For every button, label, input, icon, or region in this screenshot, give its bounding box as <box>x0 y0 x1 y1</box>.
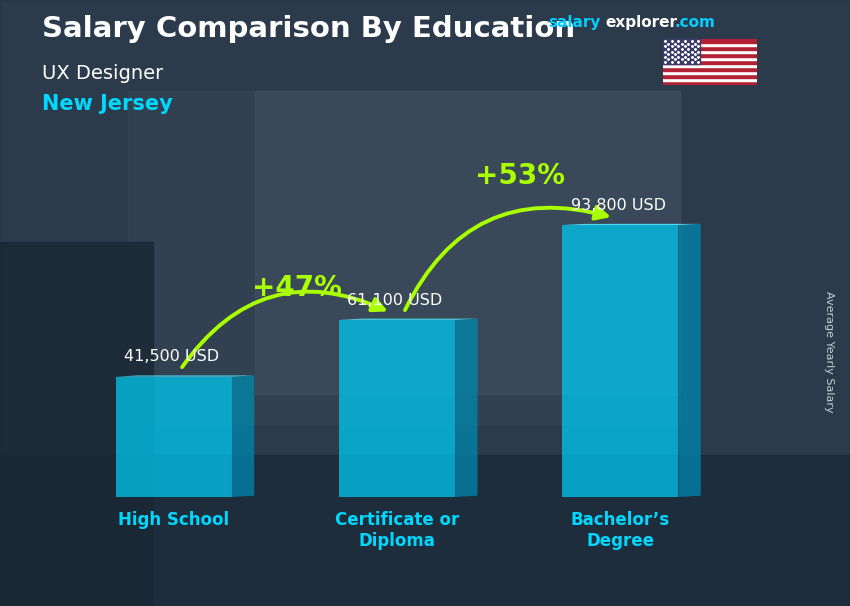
Text: Salary Comparison By Education: Salary Comparison By Education <box>42 15 575 43</box>
Text: salary: salary <box>548 15 601 30</box>
Text: Average Yearly Salary: Average Yearly Salary <box>824 291 834 412</box>
Bar <box>563 225 678 497</box>
Bar <box>663 39 700 64</box>
Bar <box>663 39 756 43</box>
Text: New Jersey: New Jersey <box>42 94 173 114</box>
Bar <box>663 67 756 71</box>
Bar <box>663 53 756 57</box>
Bar <box>663 50 756 53</box>
Bar <box>663 75 756 78</box>
Bar <box>663 81 756 85</box>
Text: 93,800 USD: 93,800 USD <box>570 198 666 213</box>
Polygon shape <box>339 319 478 320</box>
Text: 41,500 USD: 41,500 USD <box>124 350 219 364</box>
Bar <box>116 377 232 497</box>
Text: 61,100 USD: 61,100 USD <box>348 293 443 308</box>
Text: .com: .com <box>674 15 715 30</box>
Bar <box>663 47 756 50</box>
Bar <box>663 64 756 67</box>
Polygon shape <box>678 224 700 497</box>
Bar <box>0 454 850 606</box>
Bar <box>339 320 455 497</box>
Polygon shape <box>116 376 254 377</box>
Bar <box>128 91 680 424</box>
Bar <box>0 242 153 606</box>
Polygon shape <box>455 319 478 497</box>
Bar <box>663 78 756 81</box>
Text: +47%: +47% <box>252 274 342 302</box>
Bar <box>663 61 756 64</box>
Polygon shape <box>232 376 254 497</box>
Bar <box>663 57 756 61</box>
Text: explorer: explorer <box>605 15 677 30</box>
Bar <box>663 71 756 75</box>
Polygon shape <box>563 224 700 225</box>
Text: +53%: +53% <box>475 162 565 190</box>
Bar <box>663 43 756 47</box>
Text: UX Designer: UX Designer <box>42 64 164 82</box>
Bar <box>255 91 680 394</box>
